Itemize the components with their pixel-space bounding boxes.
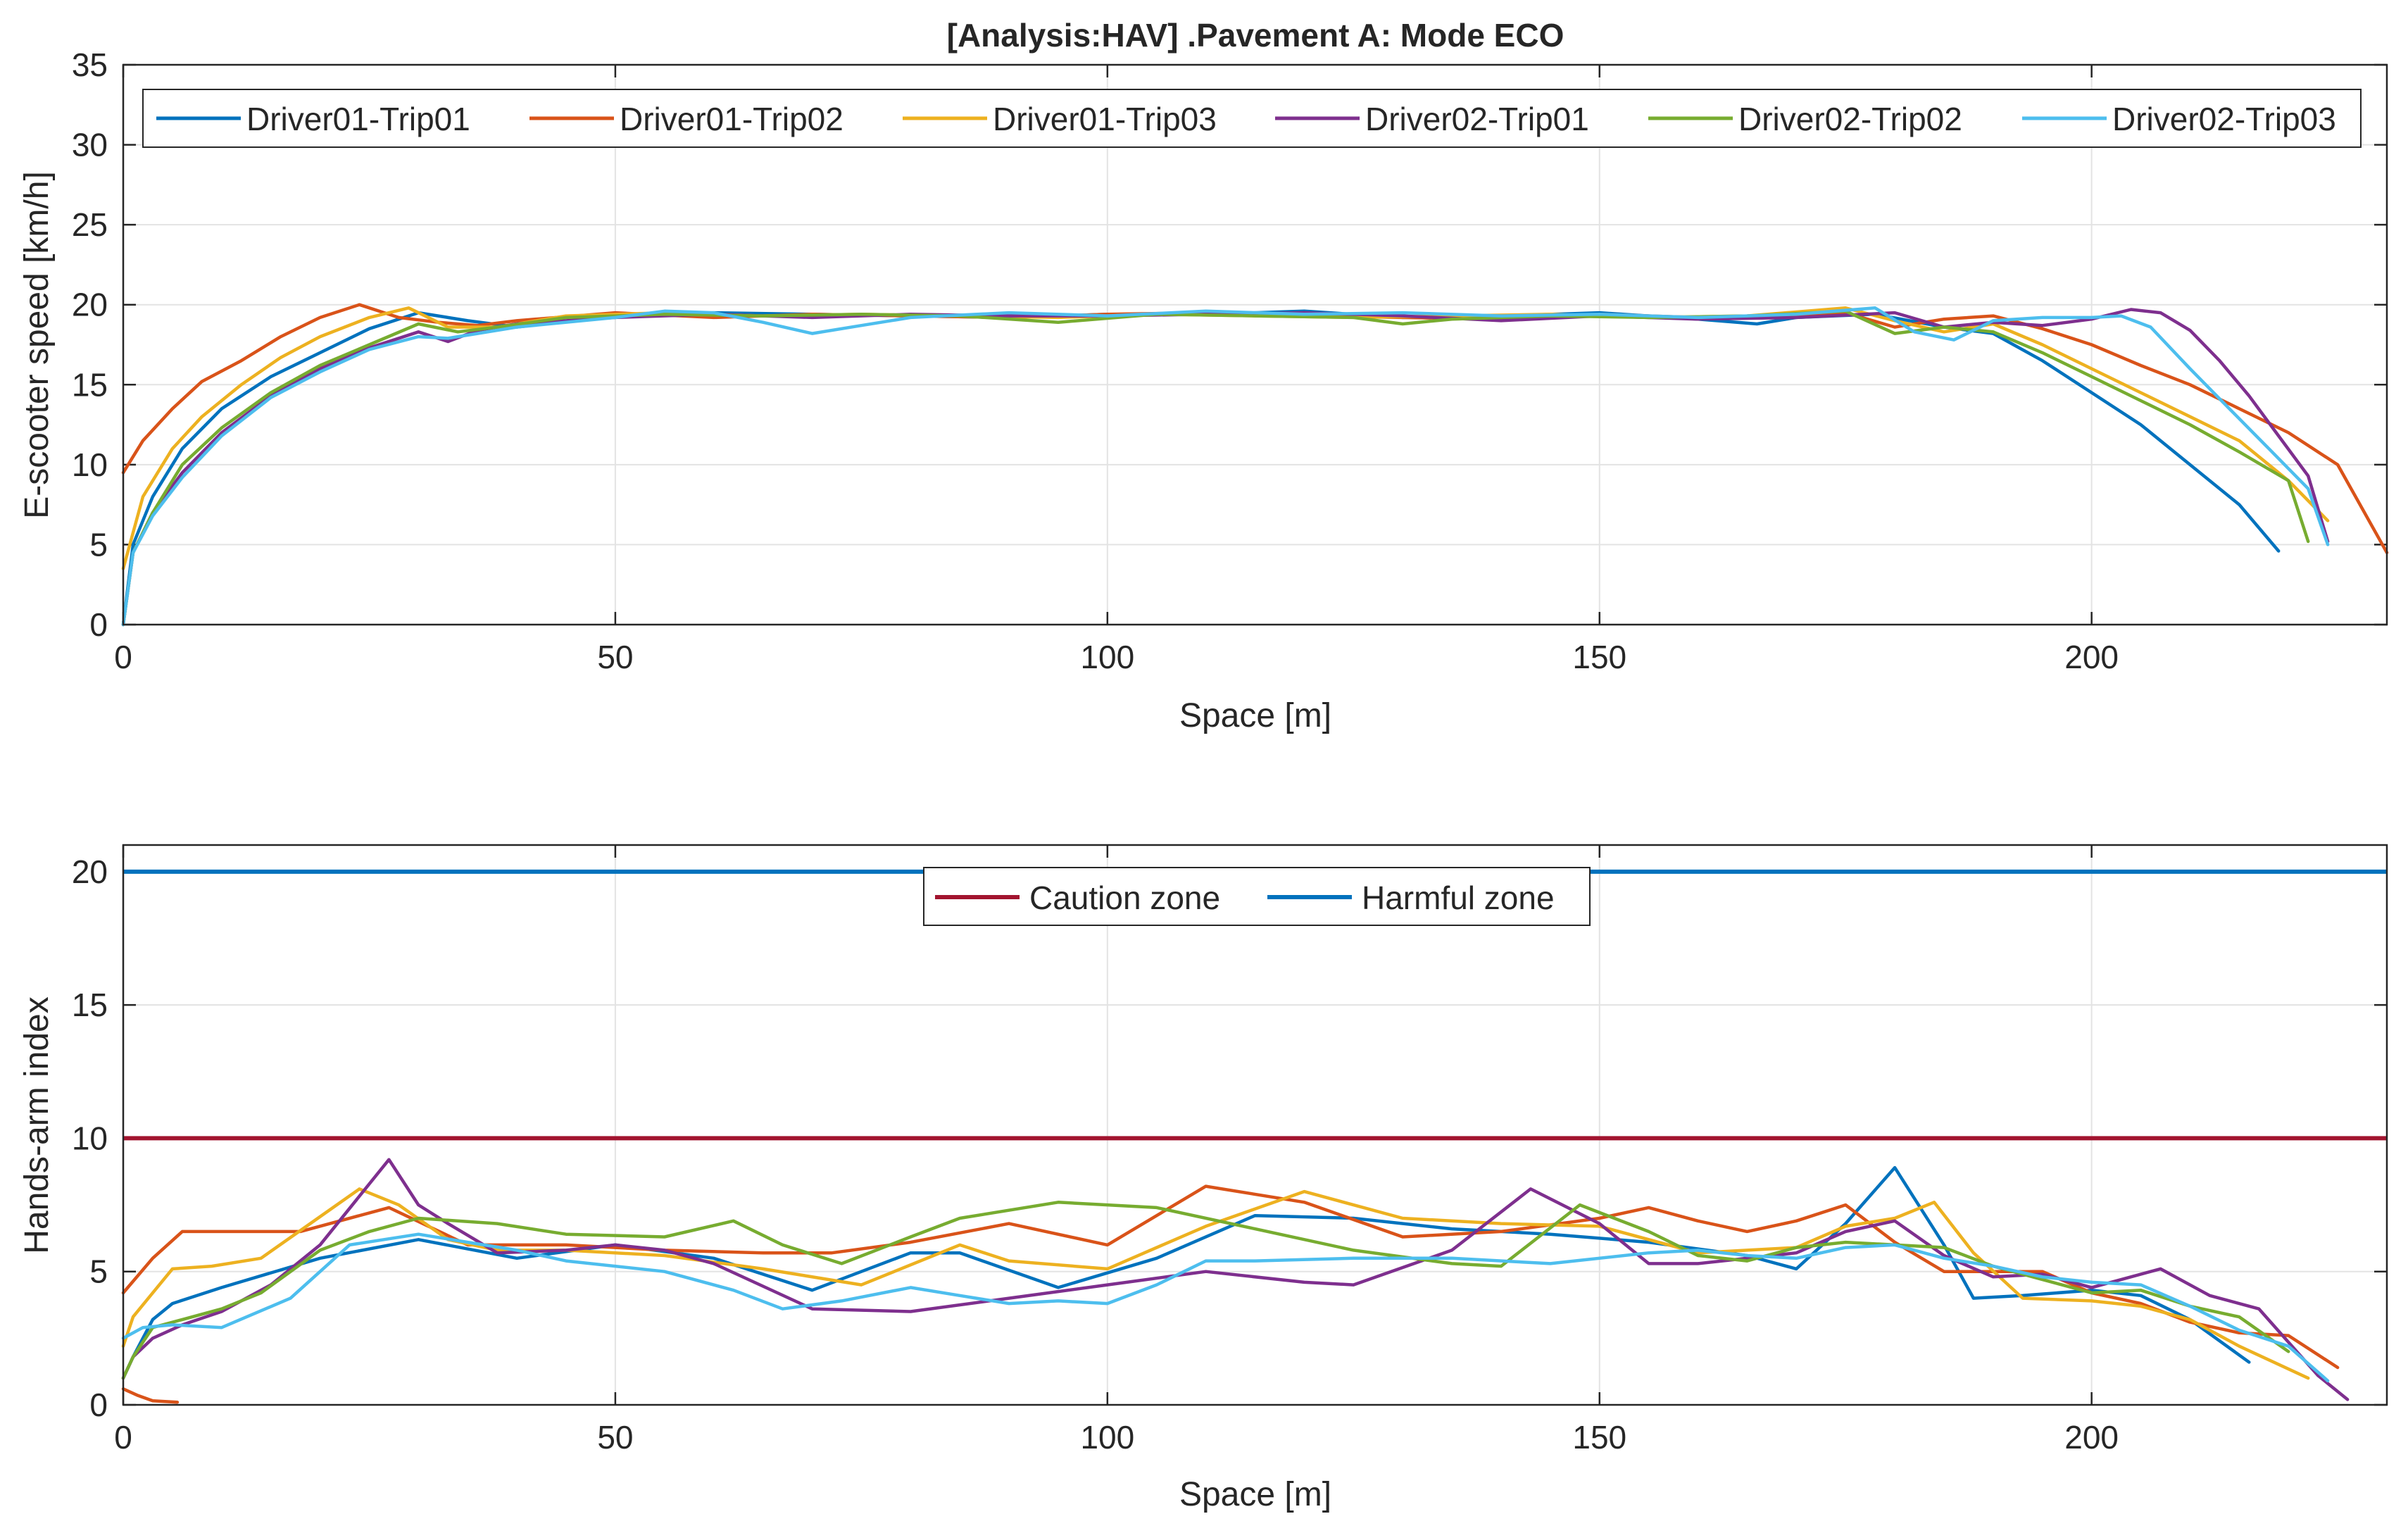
x-tick-labels: 0 50 100 150 200 [114, 1419, 2119, 1456]
x-tick-label: 150 [1572, 1419, 1626, 1456]
legend-label-driver02-trip03: Driver02-Trip03 [2112, 101, 2336, 137]
legend: Driver01-Trip01 Driver01-Trip02 Driver01-T… [142, 89, 2362, 148]
y-tick-label: 35 [72, 46, 108, 83]
legend-label-caution-zone: Caution zone [1029, 880, 1220, 916]
speed-chart: [Analysis:HAV] .Pavement A: Mode ECO 0 50… [18, 17, 2389, 734]
y-tick-label: 0 [89, 606, 108, 643]
y-tick-label: 30 [72, 127, 108, 163]
legend-label-harmful-zone: Harmful zone [1362, 880, 1555, 916]
y-tick-label: 10 [72, 1120, 108, 1156]
x-tick-label: 50 [597, 639, 633, 675]
legend-label-driver01-trip03: Driver01-Trip03 [993, 101, 1217, 137]
zone-legend: Caution zone Harmful zone [923, 867, 1591, 926]
legend-items: Driver01-Trip01 Driver01-Trip02 Driver01-T… [156, 101, 2336, 137]
y-tick-labels: 0 5 10 15 20 [72, 853, 108, 1423]
plot-area [123, 845, 2387, 1405]
y-axis-label: Hands-arm index [18, 996, 56, 1253]
series-line-driver02-trip03 [121, 1232, 2330, 1383]
x-tick-label: 200 [2064, 639, 2119, 675]
legend-label-driver02-trip02: Driver02-Trip02 [1738, 101, 1962, 137]
chart-title: [Analysis:HAV] .Pavement A: Mode ECO [947, 17, 1564, 54]
series-line-driver01-trip03 [121, 1187, 2310, 1380]
x-axis-label: Space [m] [1179, 697, 1331, 734]
x-tick-labels: 0 50 100 150 200 [114, 639, 2119, 675]
y-tick-label: 25 [72, 206, 108, 243]
axes-box [122, 844, 2388, 1406]
axes-box [122, 63, 2388, 626]
hav-index-chart: 0 50 100 150 200 0 5 10 15 20 Space [m] Hands-ar… [18, 844, 2388, 1513]
y-tick-labels: 0 5 10 15 20 25 30 35 [72, 46, 108, 643]
x-tick-label: 100 [1080, 639, 1134, 675]
legend-box [142, 89, 2362, 148]
legend-box [923, 867, 1591, 926]
series-lines [121, 303, 2389, 627]
y-tick-label: 5 [89, 526, 108, 563]
legend-label-driver01-trip02: Driver01-Trip02 [620, 101, 844, 137]
series-lines [121, 1158, 2350, 1404]
y-tick-label: 10 [72, 446, 108, 483]
legend-label-driver02-trip01: Driver02-Trip01 [1365, 101, 1589, 137]
y-tick-label: 20 [72, 853, 108, 890]
x-tick-label: 150 [1572, 639, 1626, 675]
series-line-driver02-trip03 [121, 306, 2330, 627]
y-tick-label: 0 [89, 1387, 108, 1423]
y-tick-label: 15 [72, 987, 108, 1023]
legend-items: Caution zone Harmful zone [935, 880, 1555, 916]
x-tick-label: 200 [2064, 1419, 2119, 1456]
series-line-start-transient [121, 1387, 180, 1404]
legend-label-driver01-trip01: Driver01-Trip01 [246, 101, 470, 137]
x-axis-label: Space [m] [1179, 1476, 1331, 1513]
y-tick-label: 20 [72, 287, 108, 323]
y-tick-label: 15 [72, 366, 108, 403]
x-tick-label: 0 [114, 1419, 132, 1456]
x-tick-label: 0 [114, 639, 132, 675]
plot-area [123, 65, 2387, 625]
x-tick-label: 50 [597, 1419, 633, 1456]
y-tick-label: 5 [89, 1253, 108, 1290]
series-line-driver02-trip02 [121, 309, 2310, 627]
x-tick-label: 100 [1080, 1419, 1134, 1456]
y-axis-label: E-scooter speed [km/h] [18, 171, 56, 519]
series-line-driver01-trip01 [121, 1165, 2251, 1380]
